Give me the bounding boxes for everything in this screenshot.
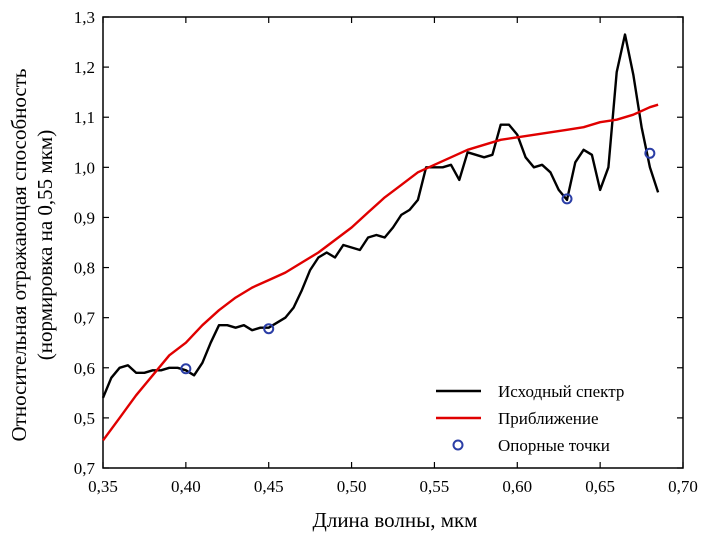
series-line-original (101, 33, 660, 399)
legend-marker-points (452, 439, 464, 451)
y-tick-label: 0,8 (74, 259, 95, 278)
x-axis-ticks: 0,35 0,40 0,45 0,50 0,55 0,60 0,65 0,70 (88, 17, 698, 496)
x-tick-label: 0,70 (668, 477, 698, 496)
x-tick-label: 0,55 (420, 477, 450, 496)
x-tick-label: 0,45 (254, 477, 284, 496)
y-tick-label: 0,5 (74, 409, 95, 428)
legend-label-points: Опорные точки (498, 436, 610, 455)
series-line-approx (102, 103, 659, 442)
plot-frame (102, 16, 684, 469)
legend-label-original: Исходный спектр (498, 382, 624, 401)
x-tick-label: 0,40 (171, 477, 201, 496)
reference-point (263, 323, 275, 335)
y-tick-label: 1,0 (74, 158, 95, 177)
y-tick-label: 0,7 (74, 459, 96, 478)
legend: Исходный спектр Приближение Опорные точк… (436, 382, 624, 455)
y-tick-label: 0,6 (74, 359, 95, 378)
reference-point (561, 193, 573, 205)
x-tick-label: 0,65 (585, 477, 615, 496)
x-tick-label: 0,35 (88, 477, 118, 496)
x-tick-label: 0,50 (337, 477, 367, 496)
legend-label-approx: Приближение (498, 409, 599, 428)
y-tick-label: 0,9 (74, 208, 95, 227)
x-axis-title: Длина волны, мкм (313, 508, 478, 532)
y-tick-label: 0,7 (74, 309, 96, 328)
y-axis-title-line2: (нормировка на 0,55 мкм) (33, 130, 57, 360)
x-tick-label: 0,60 (502, 477, 532, 496)
y-tick-label: 1,1 (74, 108, 95, 127)
y-tick-label: 1,3 (74, 8, 95, 27)
plot-border (102, 16, 684, 469)
series-layer (101, 33, 660, 442)
reference-point (644, 147, 656, 159)
reference-point (180, 363, 192, 375)
y-axis-ticks: 0,7 0,5 0,6 0,7 0,8 0,9 1,0 1,1 1,2 1,3 (74, 8, 683, 478)
y-tick-label: 1,2 (74, 58, 95, 77)
y-axis-title-line1: Относительная отражающая способность (7, 68, 31, 441)
